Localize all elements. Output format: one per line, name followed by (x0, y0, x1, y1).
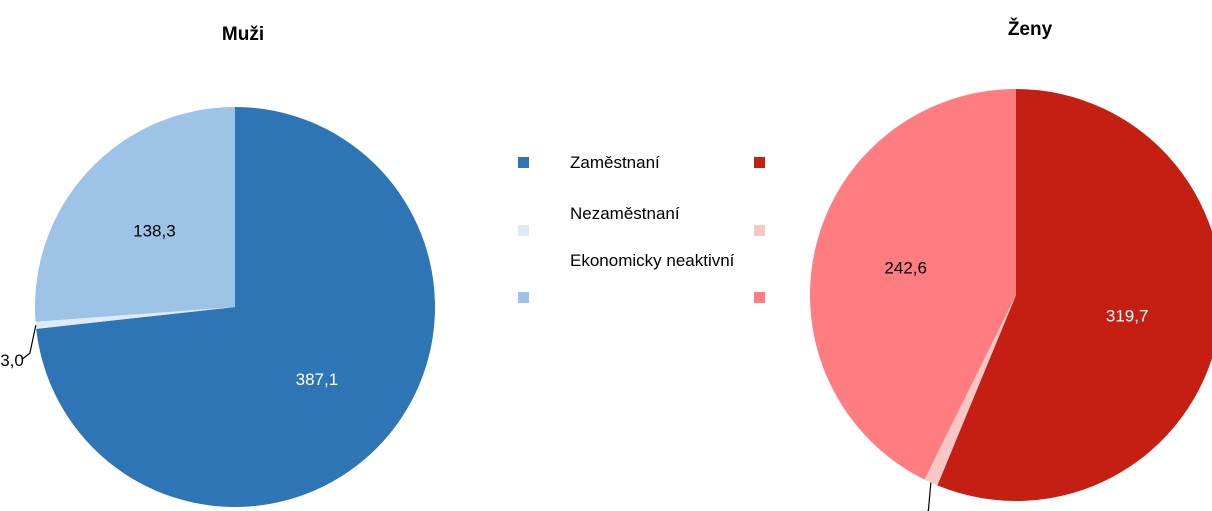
legend-swatch (518, 157, 529, 168)
pie-slice (36, 107, 435, 507)
legend-label: Ekonomicky neaktivní (570, 251, 735, 270)
chart-title: Ženy (1008, 18, 1053, 40)
legend-swatch (754, 225, 765, 236)
leader-line (21, 325, 37, 360)
legend-label: Nezaměstnaní (570, 204, 680, 223)
legend-swatch (754, 157, 765, 168)
value-label: 138,3 (133, 222, 176, 241)
leader-line (926, 482, 932, 511)
legend-swatch (518, 225, 529, 236)
value-label: 387,1 (296, 370, 339, 389)
chart-title: Muži (222, 24, 264, 45)
value-label: 3,0 (0, 351, 24, 370)
pie-slice (35, 107, 235, 322)
legend-label: Zaměstnaní (570, 153, 660, 172)
legend-swatch (518, 292, 529, 303)
value-label: 319,7 (1106, 307, 1149, 326)
pie-slice (809, 89, 1016, 480)
legend-swatch (754, 292, 765, 303)
pie-slice (924, 295, 1016, 486)
pie-slice (937, 89, 1212, 501)
pie-slice (35, 307, 236, 329)
value-label: 242,6 (884, 259, 927, 278)
value-label: 6,2 (899, 508, 923, 511)
